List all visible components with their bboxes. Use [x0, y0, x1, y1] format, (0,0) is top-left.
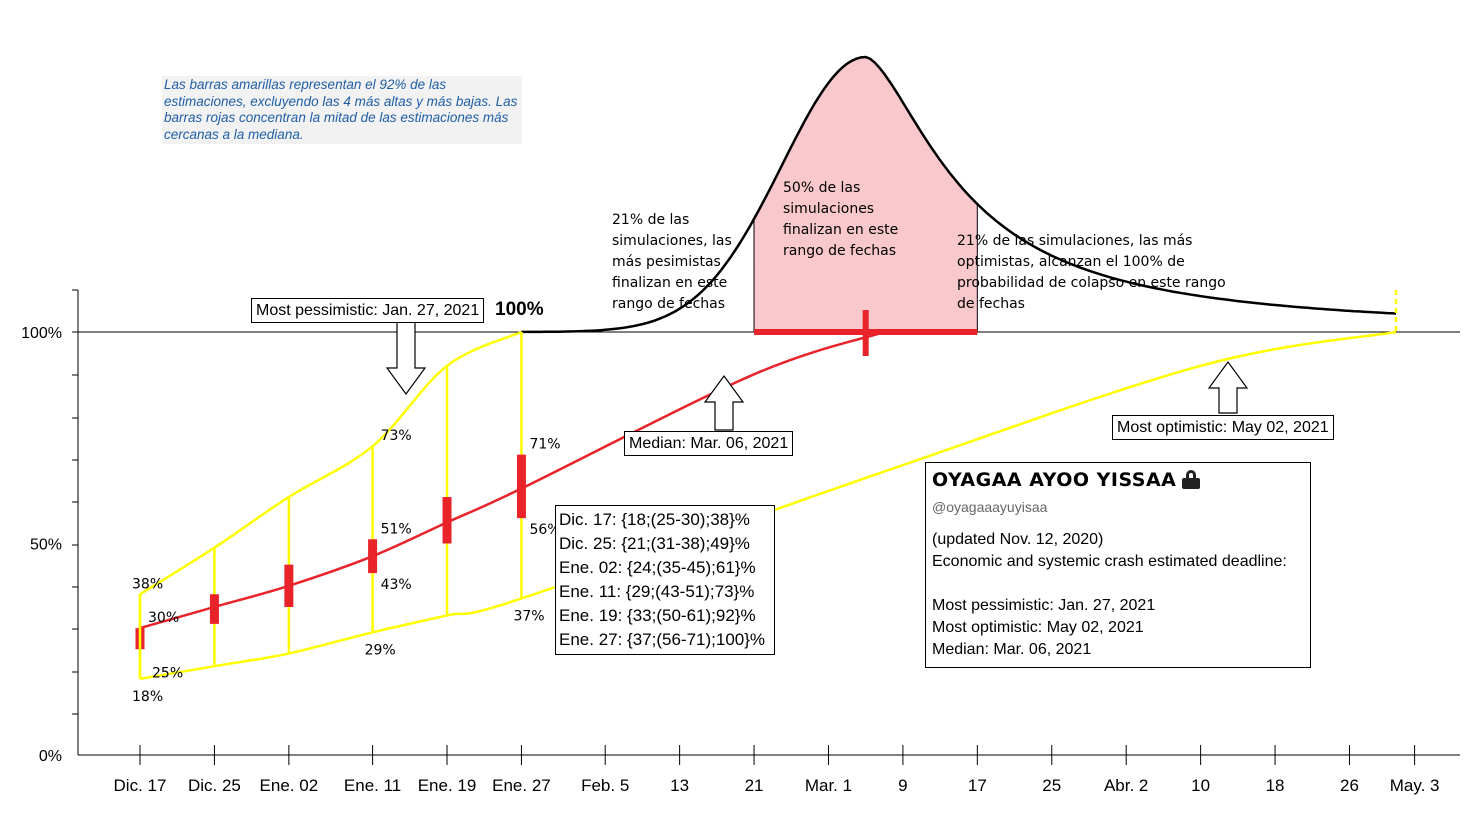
callout-hundred-percent: 100% — [495, 299, 544, 320]
x-tick-label: Ene. 19 — [418, 776, 477, 795]
annotation-pessimistic-range: 21% de las simulaciones, las más pesimis… — [612, 212, 732, 312]
card-pessimistic: Most pessimistic: Jan. 27, 2021 — [932, 597, 1156, 614]
x-tick-label: 25 — [1042, 776, 1061, 795]
author-handle: @oyagaaayuyisaa — [932, 499, 1048, 515]
point-label: 30% — [148, 610, 179, 626]
point-label: 43% — [381, 577, 412, 593]
x-tick-label: Feb. 5 — [581, 776, 629, 795]
estimate-bars — [135, 310, 978, 679]
most-pessimistic-line — [139, 330, 522, 596]
range-row: Ene. 27: {37;(56-71);100}% — [559, 630, 766, 649]
x-tick-label: Ene. 11 — [344, 776, 401, 795]
y-tick-label: 50% — [30, 537, 62, 554]
x-tick-label: May. 3 — [1390, 776, 1440, 795]
x-tick-label: 10 — [1191, 776, 1210, 795]
x-tick-label: 21 — [745, 776, 764, 795]
x-tick-label: Ene. 02 — [260, 776, 319, 795]
annotation-optimistic-range: 21% de las simulaciones, las más optimis… — [957, 233, 1226, 312]
y-tick-label: 0% — [39, 748, 62, 765]
median-arrow — [703, 374, 745, 431]
card-median: Median: Mar. 06, 2021 — [932, 641, 1092, 658]
x-tick-label: 26 — [1340, 776, 1359, 795]
callout-median: Median: Mar. 06, 2021 — [624, 431, 794, 456]
x-tick-label: Ene. 27 — [492, 776, 551, 795]
range-row: Ene. 02: {24;(35-45);61}% — [559, 558, 756, 577]
author-name-text: OYAGAA AYOO YISSAA — [932, 469, 1177, 491]
distribution-curve — [521, 55, 1397, 334]
author-card: OYAGAA AYOO YISSAA @oyagaaayuyisaa (upda… — [925, 462, 1311, 668]
point-label: 29% — [365, 642, 396, 658]
callout-most-optimistic: Most optimistic: May 02, 2021 — [1112, 415, 1334, 440]
card-optimistic: Most optimistic: May 02, 2021 — [932, 619, 1144, 636]
x-tick-label: 13 — [670, 776, 689, 795]
range-row: Dic. 25: {21;(31-38);49}% — [559, 534, 750, 553]
author-name: OYAGAA AYOO YISSAA — [932, 469, 1202, 491]
card-updated: (updated Nov. 12, 2020) — [932, 531, 1104, 548]
x-tick-label: Dic. 17 — [114, 776, 167, 795]
point-label: 37% — [513, 608, 544, 624]
point-labels: 38% 30% 25% 18% 73% 51% 43% 29% 71% 56% 37% — [132, 428, 561, 705]
y-tick-label: 100% — [21, 325, 62, 342]
point-label: 56% — [529, 522, 560, 538]
callout-most-pessimistic: Most pessimistic: Jan. 27, 2021 — [251, 298, 485, 323]
x-tick-label: Dic. 25 — [188, 776, 241, 795]
pessimistic-arrow — [385, 319, 427, 396]
annotation-median-range: 50% de las simulaciones finalizan en est… — [783, 180, 899, 259]
callout-arrows — [385, 319, 1249, 431]
range-row: Ene. 19: {33;(50-61);92}% — [559, 606, 756, 625]
x-tick-label: Mar. 1 — [805, 776, 852, 795]
x-tick-label: 9 — [898, 776, 907, 795]
x-tick-label: Abr. 2 — [1104, 776, 1148, 795]
ranges-box: Dic. 17: {18;(25-30);38}% Dic. 25: {21;(… — [555, 505, 775, 655]
point-label: 25% — [152, 665, 183, 681]
point-label: 38% — [132, 576, 163, 592]
x-tick-label: 17 — [968, 776, 987, 795]
x-tick-label: 18 — [1266, 776, 1285, 795]
lock-icon — [1182, 470, 1202, 489]
point-label: 71% — [529, 437, 560, 453]
probability-distribution-curve — [521, 55, 1398, 334]
range-row: Dic. 17: {18;(25-30);38}% — [559, 510, 750, 529]
card-subtitle: Economic and systemic crash estimated de… — [932, 553, 1287, 570]
point-label: 73% — [381, 428, 412, 444]
range-row: Ene. 11: {29;(43-51);73}% — [559, 582, 755, 601]
optimistic-arrow — [1207, 360, 1249, 414]
legend-note: Las barras amarillas representan el 92% … — [162, 76, 522, 144]
point-label: 51% — [381, 521, 412, 537]
point-label: 18% — [132, 689, 163, 705]
